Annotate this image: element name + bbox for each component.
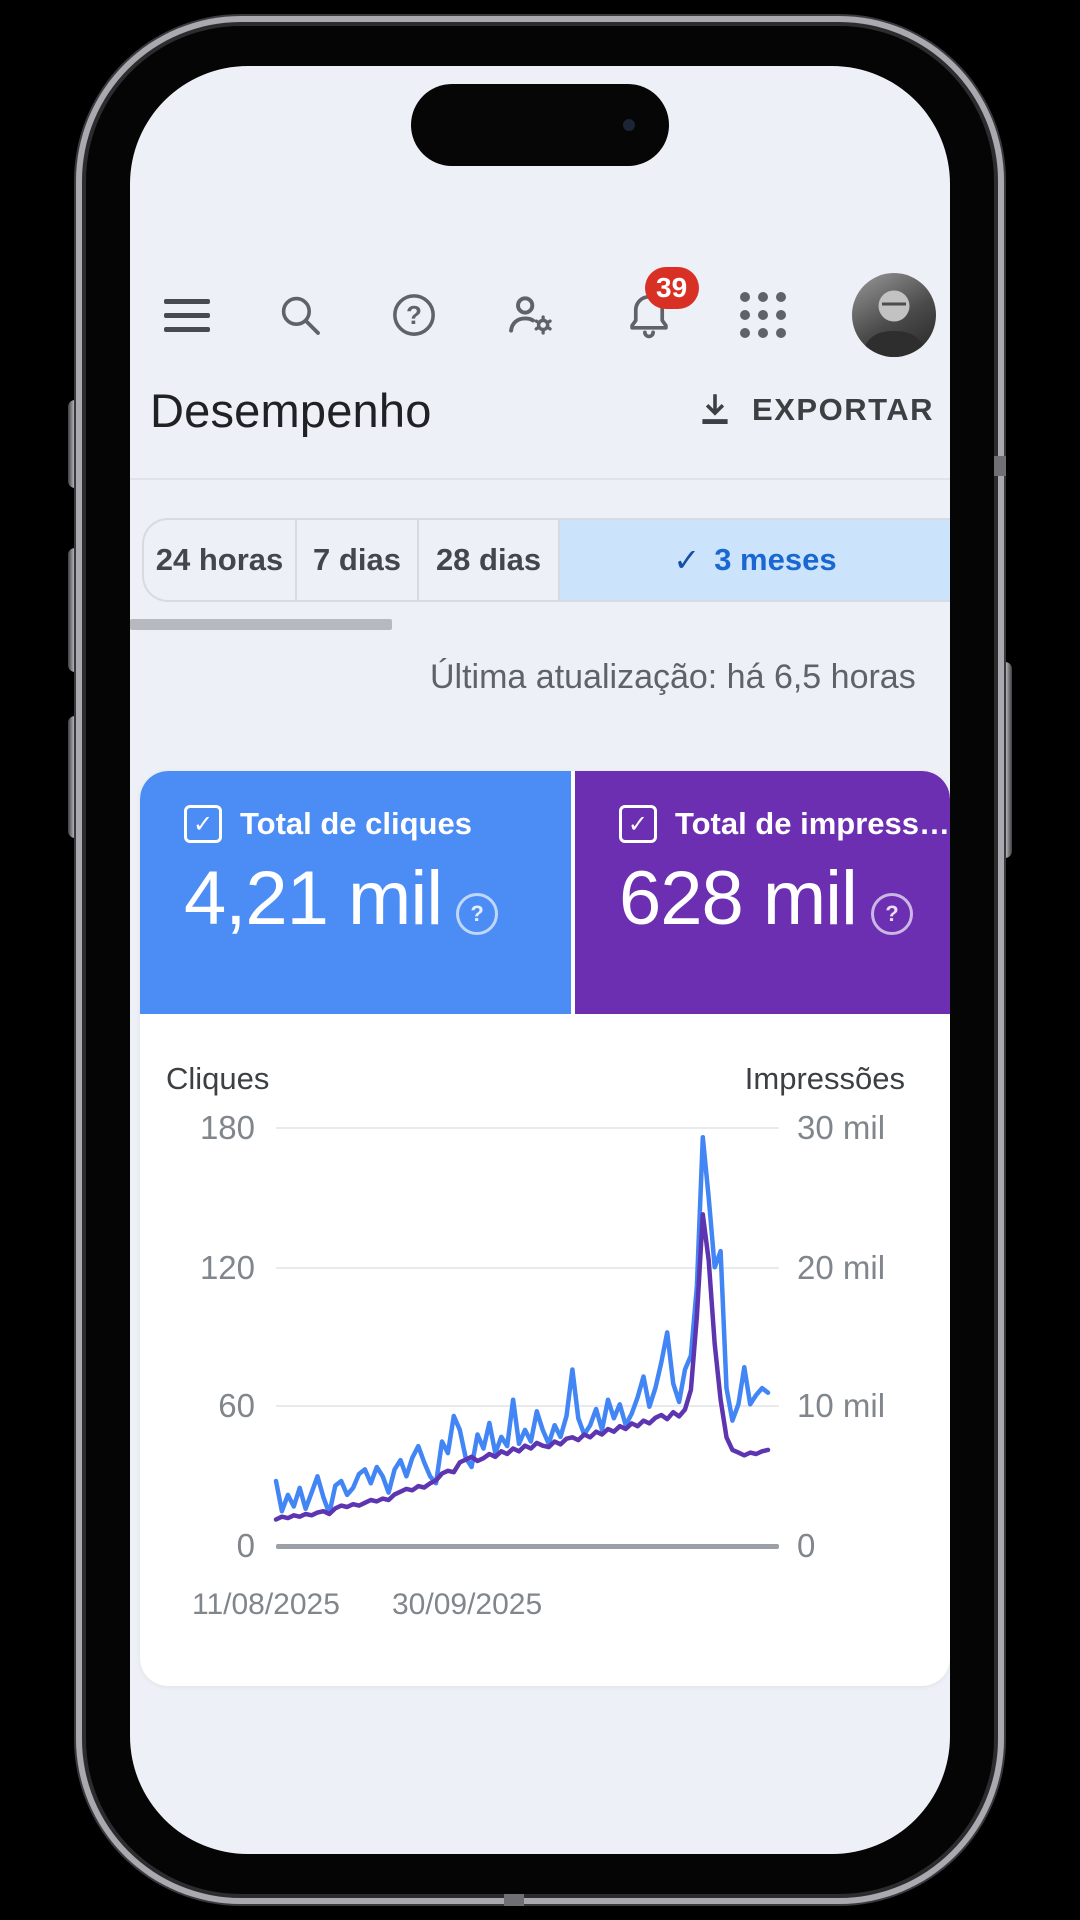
header-divider [130, 478, 950, 480]
svg-text:?: ? [406, 300, 422, 330]
left-tick: 120 [199, 1249, 255, 1286]
right-tick: 20 mil [797, 1249, 886, 1286]
right-axis-title: Impressões [744, 1061, 905, 1096]
gridline-row: 180 30 mil [150, 1108, 934, 1148]
mute-switch [68, 400, 84, 488]
download-icon [702, 394, 728, 424]
tab-3-meses[interactable]: ✓ 3 meses [558, 518, 950, 602]
clicks-help-icon[interactable]: ? [456, 893, 499, 935]
title-bar: Desempenho EXPORTAR [130, 364, 950, 456]
left-axis-title: Cliques [166, 1061, 270, 1096]
impressions-checkbox[interactable]: ✓ [618, 805, 657, 843]
clicks-card[interactable]: ✓ Total de cliques 4,21 mil ? [140, 771, 571, 1014]
performance-chart [273, 1135, 771, 1522]
metric-cards: ✓ Total de cliques 4,21 mil ? ✓ Total de… [140, 771, 950, 1014]
checkmark-icon: ✓ [673, 542, 701, 578]
phone-frame: ? 39 [86, 26, 1006, 1906]
right-tick: 30 mil [797, 1109, 886, 1146]
period-tabs: 24 horas 7 dias 28 dias ✓ 3 meses [142, 518, 950, 602]
left-tick: 60 [218, 1387, 255, 1424]
left-tick: 0 [236, 1527, 255, 1564]
gridline-row: 60 10 mil [150, 1386, 934, 1426]
tab-28-dias[interactable]: 28 dias [417, 518, 558, 602]
export-button[interactable]: EXPORTAR [694, 389, 934, 431]
power-button [996, 662, 1012, 858]
impressions-help-icon[interactable]: ? [870, 893, 913, 935]
baseline-row: 0 0 [150, 1526, 934, 1566]
apps-grid-icon[interactable] [740, 292, 787, 338]
tab-3-meses-label: 3 meses [714, 542, 837, 577]
volume-up-button [68, 548, 84, 672]
clicks-card-value: 4,21 mil [184, 856, 443, 941]
impressions-line [273, 1212, 771, 1522]
left-tick: 180 [199, 1109, 255, 1146]
gridline [276, 1127, 779, 1129]
manage-users-icon[interactable] [505, 289, 557, 341]
tab-24-horas[interactable]: 24 horas [142, 518, 295, 602]
menu-icon[interactable] [164, 298, 210, 332]
phone-screen: ? 39 [130, 66, 950, 1854]
help-icon[interactable]: ? [389, 290, 439, 340]
x-tick-date: 11/08/2025 [192, 1588, 340, 1621]
avatar[interactable] [851, 273, 936, 357]
clicks-card-label: Total de cliques [240, 806, 472, 841]
antenna-band [504, 1894, 524, 1906]
impressions-card[interactable]: ✓ Total de impress… 628 mil ? [574, 771, 950, 1014]
impressions-card-value: 628 mil [618, 856, 858, 941]
right-tick: 10 mil [797, 1387, 886, 1424]
app-bar: ? 39 [130, 267, 950, 357]
right-tick: 0 [797, 1527, 816, 1564]
impressions-card-label: Total de impress… [674, 806, 950, 841]
front-camera [623, 119, 635, 131]
dynamic-island [411, 84, 669, 166]
x-axis-line [276, 1543, 779, 1549]
tab-7-dias[interactable]: 7 dias [295, 518, 417, 602]
tabs-scroll-indicator[interactable] [130, 619, 392, 630]
gridline-row: 120 20 mil [150, 1248, 934, 1288]
search-icon[interactable] [276, 291, 324, 339]
last-update-text: Última atualização: há 6,5 horas [430, 658, 916, 696]
export-label: EXPORTAR [752, 392, 934, 427]
page-title: Desempenho [150, 383, 432, 437]
clicks-checkbox[interactable]: ✓ [184, 805, 222, 843]
notifications-button[interactable]: 39 [623, 267, 699, 341]
performance-panel: ✓ Total de cliques 4,21 mil ? ✓ Total de… [140, 771, 950, 1686]
avatar-portrait [862, 290, 926, 357]
antenna-band [994, 456, 1006, 476]
gridline [276, 1267, 779, 1269]
clicks-line [273, 1135, 771, 1516]
x-tick-date: 30/09/2025 [392, 1588, 543, 1621]
volume-down-button [68, 716, 84, 838]
gridline [276, 1405, 779, 1407]
notification-badge: 39 [644, 267, 699, 309]
